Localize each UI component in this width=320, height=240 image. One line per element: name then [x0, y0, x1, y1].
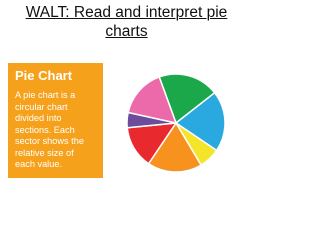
slide-title: WALT: Read and interpret pie — [25, 4, 228, 21]
slide-title: charts — [105, 23, 148, 40]
box-heading: Pie Chart — [15, 68, 73, 83]
slide: WALT: Read and interpret pie charts Pie … — [8, 4, 228, 178]
box-text: relative size of — [15, 147, 74, 158]
pie-slice — [174, 91, 226, 152]
box-text: sections. Each — [15, 124, 75, 135]
box-text: sector shows the — [15, 136, 84, 146]
definition-box: Pie Chart A pie chart is a circular chart… — [8, 63, 103, 178]
box-text: divided into — [15, 113, 62, 123]
pie-slice — [158, 73, 216, 125]
pie-slice — [127, 75, 178, 125]
box-text: each value. — [15, 159, 62, 169]
pie-chart — [126, 73, 226, 173]
box-text: A pie chart is a — [15, 90, 76, 100]
pie-slice — [147, 121, 203, 173]
box-text: circular chart — [15, 101, 68, 112]
